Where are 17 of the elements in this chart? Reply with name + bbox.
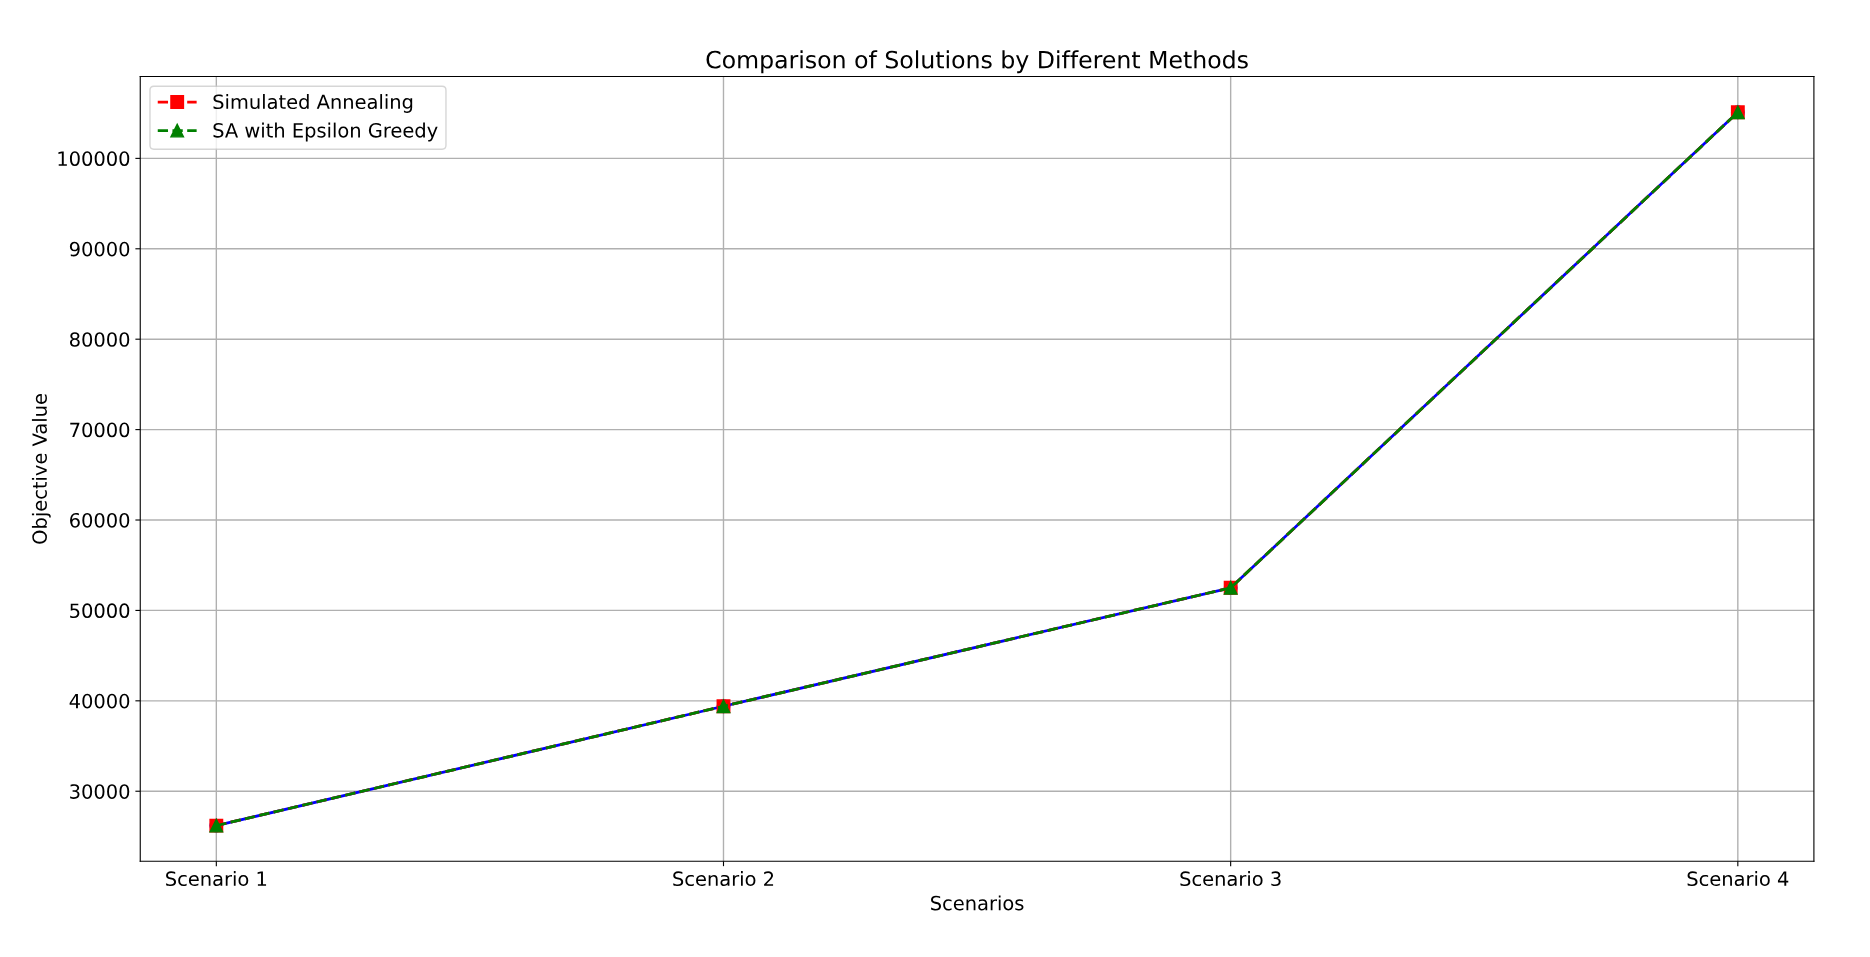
y-tick-label: 70000 xyxy=(70,422,130,438)
y-tick-label: 90000 xyxy=(69,241,130,257)
y-tick-label: 30000 xyxy=(70,784,130,799)
legend-label: Simulated Annealing xyxy=(213,94,413,113)
y-tick-label: 40000 xyxy=(69,693,130,709)
y-tick-label: 50000 xyxy=(70,603,130,619)
y-tick-label: 80000 xyxy=(69,332,130,347)
x-axis-title: Scenarios xyxy=(931,895,1024,911)
x-tick-label: Scenario 1 xyxy=(166,871,267,887)
legend-label: SA with Epsilon Greedy xyxy=(213,122,438,142)
chart-title: Comparison of Solutions by Different Methods xyxy=(706,50,1248,74)
x-tick-label: Scenario 2 xyxy=(673,871,774,887)
x-tick-label: Scenario 3 xyxy=(1180,871,1281,887)
x-tick-label: Scenario 4 xyxy=(1687,871,1789,887)
y-tick-label: 100000 xyxy=(58,151,130,167)
y-axis-title: Objective Value xyxy=(31,394,51,544)
y-tick-label: 60000 xyxy=(70,512,130,528)
